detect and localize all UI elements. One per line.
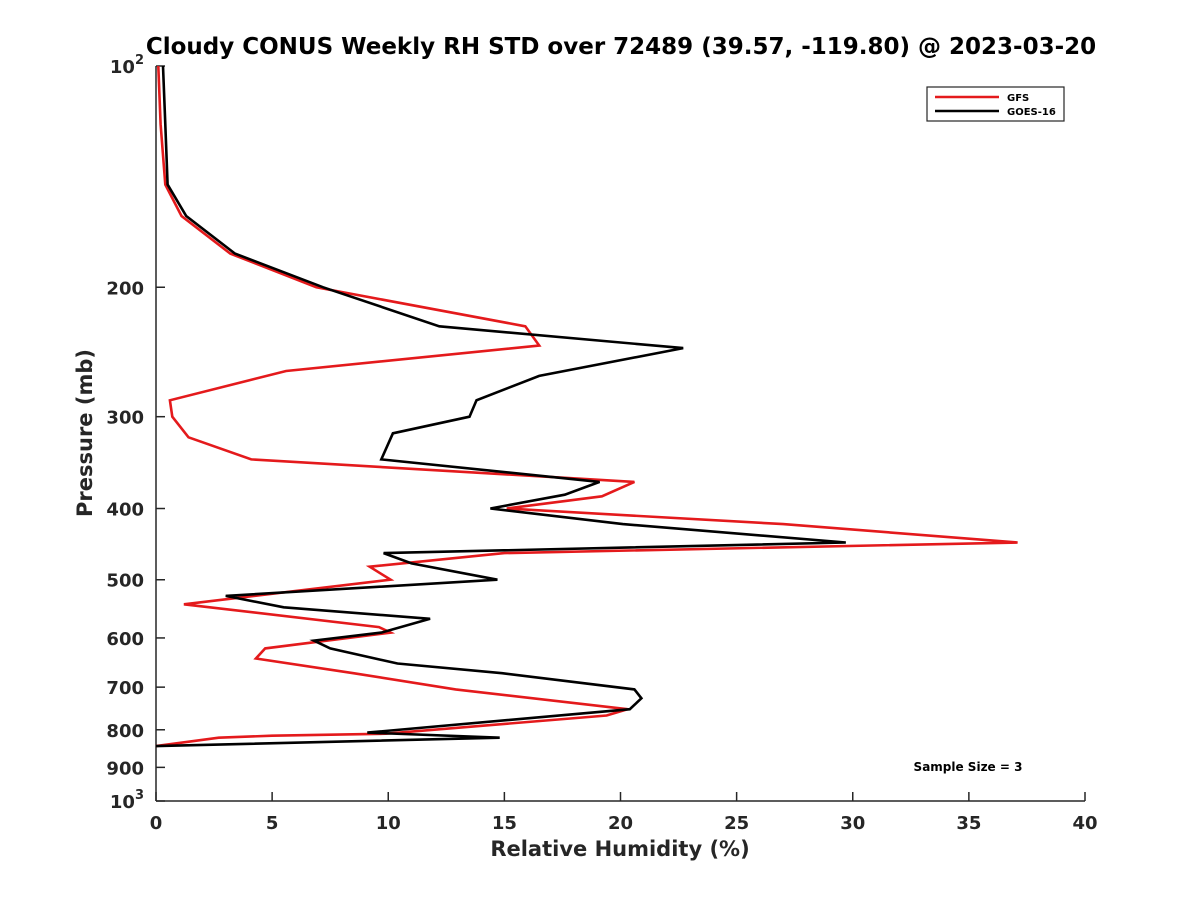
y-tick-label: 200 [106,278,144,299]
legend-label-gfs: GFS [1007,93,1029,104]
plot-area: 0 5 10 15 20 25 30 35 40102200300400500600700800… [106,53,1097,834]
series-line-gfs [155,65,1018,748]
x-tick-label: 15 [492,813,517,834]
legend-box [926,86,1065,122]
y-tick-label: 900 [106,758,144,779]
legend: GFS GOES-16 [926,86,1065,122]
sample-size-annotation: Sample Size = 3 [914,760,1023,774]
series-group [155,65,1018,748]
ticks-group: 0 5 10 15 20 25 30 35 40102200300400500600700800… [106,53,1097,834]
x-tick-label: 20 [608,813,633,834]
x-tick-label: 25 [724,813,749,834]
y-tick-label: 600 [106,629,144,650]
y-tick-label: 500 [106,571,144,592]
series-line-goes16 [155,65,846,748]
x-tick-label: 5 [266,813,279,834]
y-axis-label: Pressure (mb) [73,349,97,517]
y-tick-label: 102 [110,53,144,78]
y-tick-label-exponent: 2 [135,53,144,68]
y-tick-label: 700 [106,678,144,699]
x-tick-label: 30 [840,813,865,834]
y-tick-label-base: 10 [110,792,135,813]
y-tick-label: 400 [106,500,144,521]
x-tick-label: 0 [150,813,163,834]
y-tick-label: 103 [110,788,144,813]
legend-label-goes16: GOES-16 [1007,107,1056,118]
y-tick-label-base: 10 [110,57,135,78]
y-tick-label: 800 [106,721,144,742]
x-tick-label: 10 [376,813,401,834]
x-axis-label: Relative Humidity (%) [490,837,749,861]
x-tick-label: 35 [956,813,981,834]
y-tick-label-exponent: 3 [135,788,144,803]
x-tick-label: 40 [1072,813,1097,834]
y-tick-label: 300 [106,408,144,429]
chart-title: Cloudy CONUS Weekly RH STD over 72489 (3… [146,34,1096,60]
